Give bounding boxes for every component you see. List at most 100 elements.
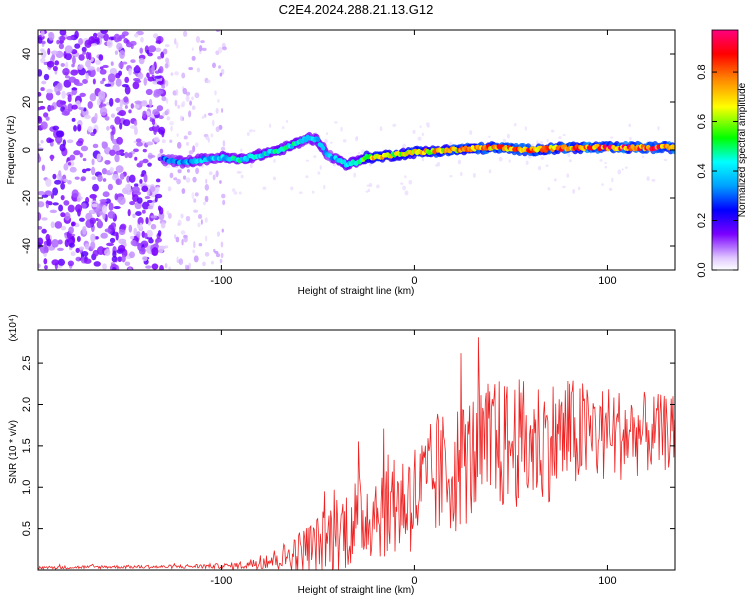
noise-blob: [109, 67, 118, 76]
noise-blob: [61, 110, 70, 116]
noise-blob: [92, 143, 99, 149]
noise-blob: [214, 250, 219, 254]
noise-blob: [68, 242, 75, 248]
noise-blob: [41, 217, 48, 221]
noise-blob: [63, 200, 70, 206]
noise-blob: [69, 154, 76, 161]
noise-blob: [139, 47, 144, 54]
noise-blob: [136, 231, 141, 238]
noise-blob: [140, 36, 144, 43]
noise-blob: [71, 117, 76, 122]
noise-blob: [601, 183, 604, 186]
noise-blob: [205, 178, 208, 184]
noise-blob: [77, 124, 82, 132]
noise-blob: [127, 209, 131, 217]
noise-blob: [54, 179, 62, 185]
noise-blob: [215, 126, 220, 133]
noise-blob: [58, 204, 64, 212]
noise-blob: [71, 63, 75, 68]
noise-blob: [204, 183, 210, 191]
noise-blob: [156, 105, 164, 112]
noise-blob: [513, 122, 517, 127]
noise-blob: [141, 255, 148, 262]
colorbar-tick-label: 0.0: [696, 262, 708, 277]
colorbar-ticks: 0.0 0.2 0.4 0.6 0.8: [696, 64, 738, 278]
noise-blob: [151, 247, 159, 257]
noise-blob: [127, 152, 133, 159]
noise-blob: [57, 239, 63, 245]
noise-blob: [290, 186, 294, 191]
noise-blob: [74, 30, 79, 39]
noise-blob: [140, 101, 148, 107]
noise-blob: [110, 113, 116, 118]
noise-blob: [220, 252, 224, 259]
noise-blob: [160, 221, 166, 229]
noise-blob: [155, 238, 159, 245]
noise-blob: [174, 99, 178, 107]
noise-blob: [566, 173, 570, 178]
noise-blob: [198, 242, 203, 247]
ridge-cell: [341, 159, 347, 165]
noise-blob: [112, 250, 117, 258]
noise-blob: [191, 192, 195, 200]
noise-blob: [449, 174, 453, 178]
noise-blob: [506, 133, 510, 139]
noise-blob: [176, 178, 181, 185]
noise-blob: [67, 179, 72, 185]
y-tick-label: 40: [21, 48, 33, 60]
noise-blob: [50, 221, 55, 229]
noise-blob: [59, 35, 66, 42]
noise-blob: [174, 37, 177, 45]
snr-ylabel: SNR (10 * v/v): [8, 420, 19, 484]
noise-blob: [604, 161, 607, 164]
noise-blob: [609, 136, 614, 139]
noise-blob: [94, 37, 100, 42]
spectrogram-axes: -100 0 100 -40 -20 0 20 40: [21, 30, 675, 287]
noise-blob: [87, 66, 95, 71]
noise-blob: [212, 174, 216, 181]
noise-blob: [342, 139, 347, 143]
noise-blob: [139, 160, 144, 166]
noise-blob: [96, 67, 101, 72]
noise-blob: [89, 93, 97, 102]
noise-blob: [547, 187, 551, 191]
noise-blob: [69, 166, 77, 173]
noise-blob: [102, 178, 107, 182]
noise-blob: [193, 255, 199, 263]
noise-blob: [163, 245, 169, 249]
noise-blob: [135, 64, 140, 71]
noise-blob: [134, 79, 142, 84]
noise-blob: [133, 148, 139, 153]
noise-blob: [46, 88, 53, 94]
noise-blob: [108, 202, 114, 211]
noise-blob: [177, 219, 182, 226]
noise-blob: [139, 178, 143, 184]
noise-blob: [628, 123, 632, 128]
noise-blob: [189, 100, 193, 106]
noise-blob: [167, 186, 172, 192]
noise-blob: [160, 51, 165, 59]
noise-blob: [553, 178, 557, 182]
x-tick-label: -100: [210, 275, 232, 287]
x-tick-label: 0: [411, 275, 417, 287]
snr-axes: -100 0 100 0.5 1.0 1.5 2.0 2.5: [21, 330, 675, 587]
noise-blob: [195, 167, 200, 175]
noise-blob: [44, 190, 53, 197]
noise-blob: [144, 195, 151, 200]
colorbar-tick-label: 0.6: [696, 114, 708, 129]
noise-blob: [82, 157, 87, 162]
noise-blob: [59, 30, 67, 36]
noise-blob: [558, 136, 562, 139]
noise-blob: [66, 139, 74, 144]
noise-blob: [57, 247, 64, 252]
noise-blob: [38, 225, 43, 230]
noise-blob: [67, 260, 74, 267]
noise-blob: [188, 66, 194, 71]
noise-blob: [130, 43, 134, 50]
noise-blob: [146, 49, 150, 55]
noise-blob: [99, 199, 108, 203]
noise-blob: [572, 188, 576, 194]
noise-blob: [79, 217, 85, 222]
noise-blob: [119, 122, 123, 130]
y-tick-label: 20: [21, 96, 33, 108]
